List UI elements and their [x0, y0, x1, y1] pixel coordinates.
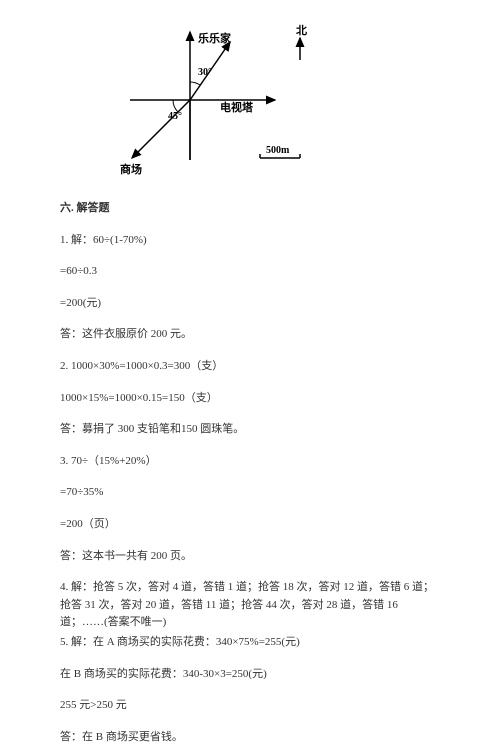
answer-line: 255 元>250 元	[60, 697, 440, 715]
answer-line: 答：这件衣服原价 200 元。	[60, 326, 440, 344]
compass-diagram: 北 乐乐家 30° 45° 电视塔 商场 500m	[90, 20, 320, 180]
answer-line: =70÷35%	[60, 484, 440, 502]
section-title: 六. 解答题	[60, 200, 440, 218]
lele-home-label: 乐乐家	[198, 31, 232, 45]
scale-label: 500m	[266, 145, 290, 156]
answer-line: 1000×15%=1000×0.15=150（支）	[60, 390, 440, 408]
angle-45-label: 45°	[168, 111, 182, 122]
answer-line: =60÷0.3	[60, 263, 440, 281]
answer-line: 2. 1000×30%=1000×0.3=300（支）	[60, 358, 440, 376]
answer-line: 答：这本书一共有 200 页。	[60, 548, 440, 566]
answer-line: 4. 解：抢答 5 次，答对 4 道，答错 1 道；抢答 18 次，答对 12 …	[60, 579, 440, 632]
answer-line: =200（页）	[60, 516, 440, 534]
mall-label: 商场	[120, 162, 142, 176]
angle-30-label: 30°	[198, 67, 212, 78]
north-label: 北	[296, 23, 307, 37]
answer-line: =200(元)	[60, 295, 440, 313]
answer-line: 答：募捐了 300 支铅笔和150 圆珠笔。	[60, 421, 440, 439]
answer-line: 答：在 B 商场买更省钱。	[60, 729, 440, 746]
answer-line: 1. 解：60÷(1-70%)	[60, 232, 440, 250]
answer-line: 在 B 商场买的实际花费：340-30×3=250(元)	[60, 666, 440, 684]
tv-tower-label: 电视塔	[220, 100, 254, 114]
answer-line: 5. 解：在 A 商场买的实际花费：340×75%=255(元)	[60, 634, 440, 652]
answer-line: 3. 70÷（15%+20%）	[60, 453, 440, 471]
